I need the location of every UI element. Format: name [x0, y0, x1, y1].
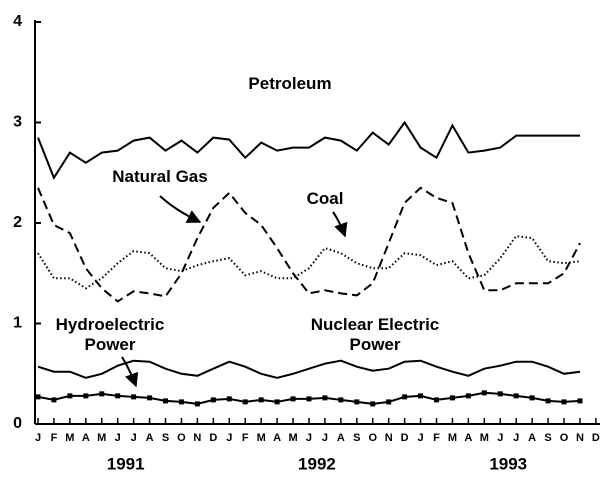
y-tick-label: 1 — [13, 315, 22, 332]
point — [577, 398, 583, 404]
x-tick-label: A — [273, 432, 281, 444]
point — [449, 395, 455, 401]
point — [258, 397, 264, 403]
x-tick-label: M — [448, 432, 457, 444]
x-tick-label: N — [576, 432, 584, 444]
series-label: Petroleum — [248, 74, 332, 93]
point — [147, 395, 153, 401]
x-tick-label: A — [464, 432, 472, 444]
series-label: Coal — [306, 189, 344, 208]
x-tick-label: S — [544, 432, 551, 444]
point — [242, 399, 248, 405]
point — [274, 399, 280, 405]
x-tick-label: A — [337, 432, 345, 444]
point — [481, 390, 487, 396]
point — [83, 393, 89, 399]
x-tick-label: D — [209, 432, 217, 444]
x-tick-label: M — [97, 432, 106, 444]
x-tick-label: M — [288, 432, 297, 444]
x-group-label: 1991 — [107, 454, 145, 473]
x-tick-label: J — [115, 432, 121, 444]
x-tick-label: A — [528, 432, 536, 444]
y-tick-label: 3 — [13, 114, 22, 131]
y-tick-label: 4 — [13, 13, 22, 30]
arrow — [332, 211, 348, 238]
point — [354, 399, 360, 405]
point — [561, 399, 567, 405]
x-tick-label: O — [177, 432, 186, 444]
point — [418, 393, 424, 399]
point — [306, 396, 312, 402]
x-tick-label: F — [51, 432, 58, 444]
series-line — [37, 359, 581, 379]
point — [290, 396, 296, 402]
x-tick-label: M — [65, 432, 74, 444]
point — [513, 393, 519, 399]
point — [115, 393, 121, 399]
x-tick-label: O — [368, 432, 377, 444]
x-tick-label: D — [592, 432, 600, 444]
point — [194, 401, 200, 407]
x-tick-label: A — [146, 432, 154, 444]
series-line — [37, 120, 580, 180]
x-tick-label: J — [131, 432, 137, 444]
point — [370, 401, 376, 407]
point — [35, 394, 41, 400]
x-tick-label: D — [401, 432, 409, 444]
y-tick-label: 0 — [13, 415, 22, 432]
x-tick-label: N — [385, 432, 393, 444]
point — [51, 397, 57, 403]
point — [338, 397, 344, 403]
point — [497, 391, 503, 397]
point — [545, 398, 551, 404]
x-tick-label: M — [257, 432, 266, 444]
x-tick-label: J — [497, 432, 503, 444]
point — [178, 399, 184, 405]
point — [99, 391, 105, 397]
x-tick-label: J — [226, 432, 232, 444]
x-tick-label: S — [162, 432, 169, 444]
x-tick-label: J — [322, 432, 328, 444]
series-line — [37, 186, 581, 303]
series-label: Natural Gas — [112, 167, 208, 186]
x-tick-label: F — [242, 432, 249, 444]
point — [529, 395, 535, 401]
point — [210, 397, 216, 403]
point — [131, 394, 137, 400]
x-tick-label: M — [480, 432, 489, 444]
point — [386, 399, 392, 405]
x-tick-label: S — [353, 432, 360, 444]
arrow — [159, 195, 202, 223]
x-tick-label: F — [433, 432, 440, 444]
series-label: Hydroelectric Power — [55, 315, 165, 354]
series-line — [37, 235, 581, 290]
x-tick-label: J — [306, 432, 312, 444]
x-group-label: 1992 — [298, 454, 336, 473]
point — [402, 394, 408, 400]
point — [67, 393, 73, 399]
point — [226, 396, 232, 402]
x-tick-label: O — [560, 432, 569, 444]
x-tick-label: N — [193, 432, 201, 444]
point — [465, 393, 471, 399]
point — [163, 398, 169, 404]
x-tick-label: J — [417, 432, 423, 444]
x-tick-label: J — [513, 432, 519, 444]
x-group-label: 1993 — [489, 454, 527, 473]
x-tick-label: A — [82, 432, 90, 444]
arrow — [121, 356, 139, 388]
point — [434, 397, 439, 403]
point — [322, 395, 328, 401]
x-tick-label: J — [35, 432, 41, 444]
y-tick-label: 2 — [13, 214, 22, 231]
series-label: Nuclear Electric Power — [310, 315, 440, 354]
